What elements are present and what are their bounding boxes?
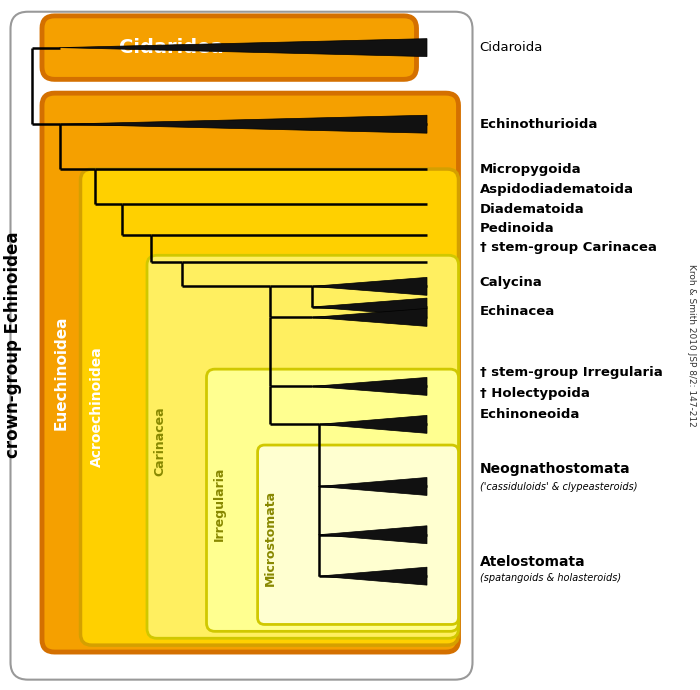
Text: † stem-group Carinacea: † stem-group Carinacea xyxy=(480,241,657,254)
FancyBboxPatch shape xyxy=(206,369,458,631)
Polygon shape xyxy=(312,308,427,326)
Text: Micropygoida: Micropygoida xyxy=(480,163,581,175)
FancyBboxPatch shape xyxy=(80,169,458,645)
Text: Microstomata: Microstomata xyxy=(264,490,276,586)
Polygon shape xyxy=(312,377,427,395)
Text: Echinoneoida: Echinoneoida xyxy=(480,408,580,420)
Polygon shape xyxy=(318,415,427,433)
Text: crown-group Echinoidea: crown-group Echinoidea xyxy=(4,232,22,458)
Text: (spatangoids & holasteroids): (spatangoids & holasteroids) xyxy=(480,573,621,583)
FancyBboxPatch shape xyxy=(258,445,459,624)
Text: ('cassiduloids' & clypeasteroids): ('cassiduloids' & clypeasteroids) xyxy=(480,482,637,492)
Polygon shape xyxy=(318,567,427,585)
Text: Cidaroida: Cidaroida xyxy=(480,41,543,54)
Text: Diadematoida: Diadematoida xyxy=(480,203,584,215)
Polygon shape xyxy=(318,526,427,544)
Text: † stem-group Irregularia: † stem-group Irregularia xyxy=(480,366,662,379)
FancyBboxPatch shape xyxy=(42,93,458,652)
Text: Echinothurioida: Echinothurioida xyxy=(480,118,598,130)
Text: Neognathostomata: Neognathostomata xyxy=(480,462,630,476)
Text: † Holectypoida: † Holectypoida xyxy=(480,387,589,400)
Text: Irregularia: Irregularia xyxy=(213,466,225,541)
Text: Carinacea: Carinacea xyxy=(153,407,166,476)
Polygon shape xyxy=(60,39,427,57)
Text: Aspidodiadematoida: Aspidodiadematoida xyxy=(480,184,634,196)
FancyBboxPatch shape xyxy=(147,255,459,638)
Text: Calycina: Calycina xyxy=(480,277,542,289)
Polygon shape xyxy=(60,115,427,133)
Text: Euechinoidea: Euechinoidea xyxy=(54,315,69,430)
Polygon shape xyxy=(318,477,427,495)
Text: Echinacea: Echinacea xyxy=(480,306,554,318)
Text: Acroechinoidea: Acroechinoidea xyxy=(90,346,104,468)
Text: Atelostomata: Atelostomata xyxy=(480,555,585,569)
Polygon shape xyxy=(312,277,427,295)
Text: Cidaridea: Cidaridea xyxy=(119,38,223,57)
Polygon shape xyxy=(312,298,427,316)
FancyBboxPatch shape xyxy=(42,16,416,79)
Text: Kroh & Smith 2010 JSP 8/2: 147-212: Kroh & Smith 2010 JSP 8/2: 147-212 xyxy=(687,264,696,426)
Text: Pedinoida: Pedinoida xyxy=(480,222,554,235)
